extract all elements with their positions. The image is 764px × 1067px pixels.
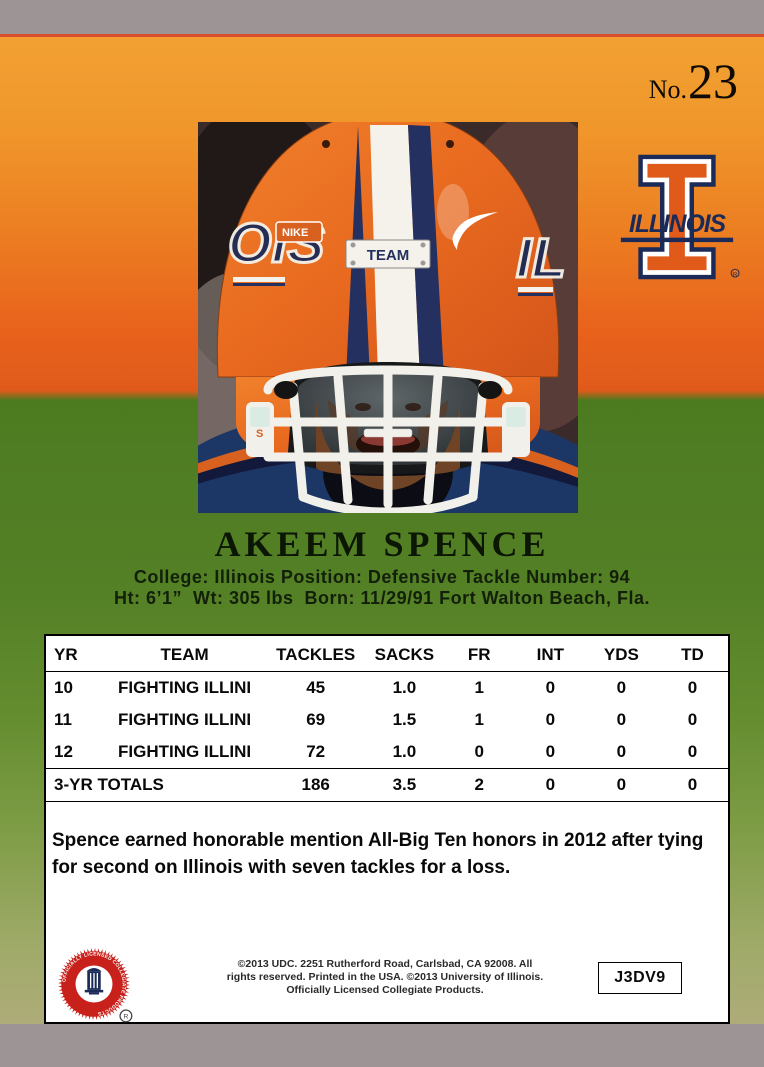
svg-text:NIKE: NIKE [282,227,308,239]
svg-text:IL: IL [516,226,566,289]
svg-text:S: S [256,428,263,440]
svg-text:TEAM: TEAM [367,247,410,264]
svg-text:ILLINOIS: ILLINOIS [629,211,727,238]
svg-text:R: R [733,272,737,278]
svg-text:R: R [123,1013,128,1020]
